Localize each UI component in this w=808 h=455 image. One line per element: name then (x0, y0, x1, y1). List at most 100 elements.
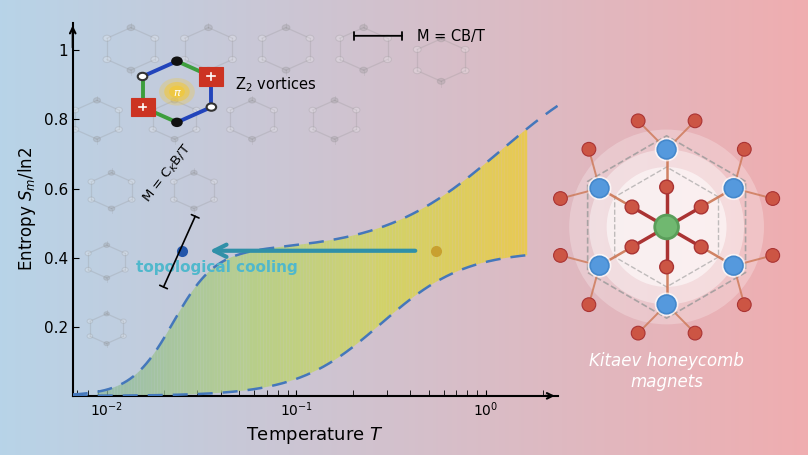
Circle shape (306, 35, 314, 41)
Polygon shape (330, 240, 332, 363)
Circle shape (654, 138, 679, 162)
Circle shape (353, 107, 360, 113)
Polygon shape (436, 199, 439, 282)
Polygon shape (415, 211, 419, 295)
Polygon shape (287, 246, 289, 382)
Polygon shape (97, 391, 100, 396)
Polygon shape (372, 229, 376, 331)
Circle shape (259, 56, 266, 62)
Polygon shape (172, 320, 175, 395)
Circle shape (172, 119, 182, 126)
Polygon shape (401, 218, 404, 307)
Polygon shape (120, 383, 123, 395)
Polygon shape (278, 247, 280, 384)
Circle shape (120, 319, 126, 324)
Circle shape (654, 215, 679, 239)
Circle shape (122, 268, 128, 272)
Polygon shape (221, 261, 224, 393)
Circle shape (87, 334, 93, 338)
Polygon shape (295, 245, 298, 379)
Circle shape (437, 36, 445, 42)
Circle shape (659, 260, 674, 274)
Polygon shape (344, 237, 347, 354)
Circle shape (688, 114, 702, 128)
Polygon shape (378, 228, 381, 326)
Polygon shape (318, 242, 321, 369)
Circle shape (171, 98, 178, 103)
Polygon shape (364, 232, 367, 338)
Circle shape (151, 56, 158, 62)
Polygon shape (189, 292, 192, 394)
Text: $\pi$: $\pi$ (173, 88, 181, 98)
Circle shape (722, 177, 746, 200)
Polygon shape (275, 247, 278, 385)
Polygon shape (206, 272, 209, 394)
Circle shape (589, 150, 744, 304)
Text: M = CB/T: M = CB/T (417, 29, 485, 44)
Polygon shape (381, 226, 384, 324)
Polygon shape (289, 246, 292, 381)
Polygon shape (338, 238, 341, 358)
Circle shape (625, 240, 639, 254)
Polygon shape (126, 379, 128, 395)
Circle shape (211, 179, 217, 184)
Circle shape (204, 67, 213, 73)
Polygon shape (100, 390, 103, 396)
Circle shape (191, 206, 197, 211)
Circle shape (553, 248, 567, 262)
Circle shape (607, 167, 726, 287)
Polygon shape (441, 195, 444, 279)
Circle shape (249, 98, 255, 103)
Polygon shape (502, 147, 504, 259)
Polygon shape (524, 128, 528, 255)
Circle shape (170, 179, 177, 184)
Circle shape (193, 107, 200, 113)
Polygon shape (404, 217, 407, 304)
Circle shape (331, 98, 338, 103)
Circle shape (437, 78, 445, 84)
Polygon shape (109, 388, 112, 396)
Polygon shape (212, 267, 215, 393)
Polygon shape (112, 387, 115, 395)
Circle shape (766, 248, 780, 262)
Polygon shape (495, 152, 499, 260)
Circle shape (88, 197, 95, 202)
Circle shape (181, 35, 188, 41)
Polygon shape (183, 300, 186, 394)
Polygon shape (178, 310, 180, 395)
Circle shape (103, 56, 111, 62)
FancyBboxPatch shape (200, 67, 223, 86)
Polygon shape (215, 265, 217, 393)
Polygon shape (384, 225, 387, 321)
Polygon shape (232, 256, 235, 392)
Circle shape (151, 35, 158, 41)
Circle shape (103, 276, 110, 280)
Circle shape (587, 254, 612, 278)
Polygon shape (163, 334, 166, 395)
Polygon shape (361, 233, 364, 340)
Polygon shape (169, 325, 172, 395)
Polygon shape (507, 143, 510, 258)
Circle shape (159, 78, 195, 106)
Circle shape (122, 251, 128, 256)
Polygon shape (376, 228, 378, 329)
Polygon shape (217, 263, 221, 393)
Polygon shape (255, 250, 258, 389)
Circle shape (207, 73, 217, 80)
Circle shape (461, 68, 469, 74)
Polygon shape (450, 189, 452, 275)
Circle shape (171, 136, 178, 142)
Circle shape (336, 35, 343, 41)
Polygon shape (439, 197, 441, 281)
Circle shape (94, 136, 100, 142)
Polygon shape (180, 305, 183, 394)
Polygon shape (444, 193, 447, 278)
Circle shape (72, 107, 78, 113)
Circle shape (94, 98, 100, 103)
Circle shape (149, 107, 156, 113)
Polygon shape (464, 178, 467, 268)
Polygon shape (430, 202, 432, 286)
Circle shape (104, 342, 109, 346)
Circle shape (85, 251, 91, 256)
Circle shape (582, 298, 595, 312)
